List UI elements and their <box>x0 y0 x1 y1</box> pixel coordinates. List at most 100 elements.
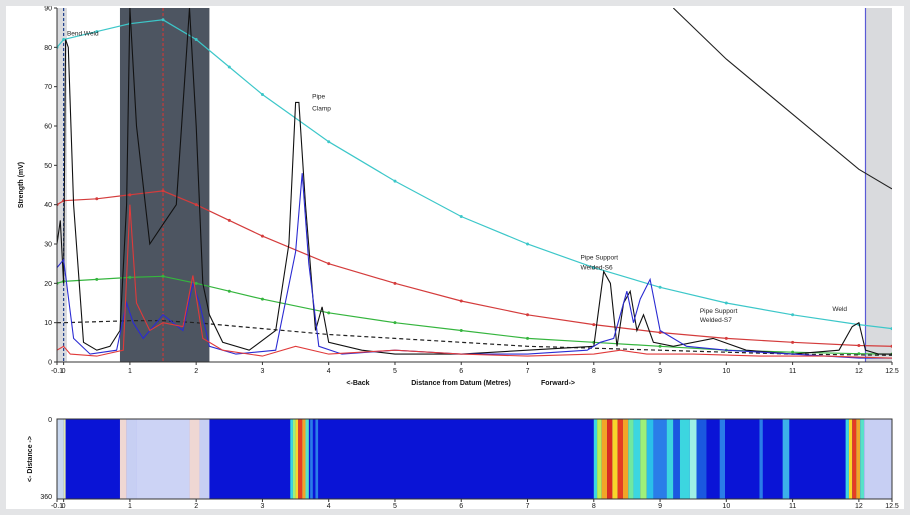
heatmap-band <box>666 419 674 499</box>
heatmap-band <box>315 419 319 499</box>
heatmap-x-tick-label: 11 <box>789 503 796 509</box>
heatmap-band <box>310 419 313 499</box>
heatmap-band <box>617 419 623 499</box>
heatmap-band <box>601 419 608 499</box>
heatmap-band <box>63 419 66 499</box>
heatmap-band <box>305 419 309 499</box>
heatmap-band <box>759 419 763 499</box>
heatmap-band <box>679 419 690 499</box>
heatmap-band <box>189 419 200 499</box>
heatmap-band <box>653 419 667 499</box>
x-tick-label: 0 <box>62 368 66 375</box>
series-line-5 <box>57 8 892 355</box>
series-line-0 <box>57 19 892 330</box>
series-point-1 <box>260 234 264 238</box>
heatmap-band <box>292 419 296 499</box>
series-point-1 <box>658 331 662 334</box>
x-tick-label: 4 <box>327 368 331 375</box>
series-point-1 <box>890 344 892 348</box>
series-point-0 <box>393 179 397 183</box>
heatmap-band <box>719 419 725 499</box>
series-point-2 <box>658 344 662 348</box>
y-tick-label: 60 <box>44 124 52 131</box>
series-point-2 <box>327 311 331 315</box>
heatmap-band <box>782 419 790 499</box>
heatmap-y-axis-title: <- Distance -> <box>27 436 34 482</box>
series-point-2 <box>791 350 795 354</box>
series-point-0 <box>526 242 530 246</box>
x-tick-label: -0.1 <box>51 368 63 375</box>
series-point-2 <box>459 329 463 333</box>
series-point-2 <box>260 297 264 301</box>
heatmap-band <box>628 419 634 499</box>
heatmap-band <box>593 419 598 499</box>
y-tick-label: 20 <box>44 281 52 288</box>
x-tick-label: 12.5 <box>885 368 899 375</box>
series-point-2 <box>128 275 132 279</box>
heatmap-band <box>57 419 64 499</box>
heatmap-x-tick-label: 12 <box>855 503 863 509</box>
y-tick-label: 90 <box>44 6 52 13</box>
heatmap-x-tick-label: 6 <box>459 503 463 509</box>
heatmap-x-tick-label: 3 <box>260 503 264 509</box>
x-axis-forward-label: Forward-> <box>541 380 575 387</box>
heatmap-band <box>856 419 861 499</box>
near-field-zone <box>57 8 67 362</box>
heatmap-band <box>673 419 680 499</box>
x-tick-label: 11 <box>789 368 796 375</box>
y-tick-label: 80 <box>44 45 52 52</box>
x-tick-label: 9 <box>658 368 662 375</box>
heatmap-band <box>136 419 190 499</box>
heatmap-band <box>640 419 647 499</box>
series-point-1 <box>128 193 132 197</box>
heatmap-x-tick-label: 0 <box>62 503 66 509</box>
heatmap-x-tick-label: 1 <box>128 503 132 509</box>
annotation-label: Weld <box>832 306 847 313</box>
heatmap-x-tick-label: 7 <box>526 503 530 509</box>
series-line-3 <box>57 320 892 356</box>
heatmap-band <box>845 419 849 499</box>
y-tick-label: 70 <box>44 84 52 91</box>
series-point-0 <box>327 140 331 144</box>
annotation-label: Welded-S6 <box>581 265 613 272</box>
heatmap-band <box>302 419 306 499</box>
heatmap-band <box>119 419 127 499</box>
series-point-0 <box>724 301 728 305</box>
annotation-label: Bend Weld <box>67 31 99 38</box>
heatmap-x-tick-label: 8 <box>592 503 596 509</box>
series-point-0 <box>62 37 66 41</box>
series-line-6 <box>57 173 892 359</box>
excluded-zone <box>119 8 210 362</box>
series-point-0 <box>161 18 165 22</box>
x-tick-label: 12 <box>855 368 863 375</box>
series-point-1 <box>95 197 99 201</box>
y-tick-label: 40 <box>44 202 52 209</box>
series-point-1 <box>194 203 198 207</box>
heatmap-band <box>597 419 602 499</box>
far-zone <box>865 8 892 362</box>
series-line-1 <box>57 190 892 347</box>
series-point-2 <box>194 281 198 285</box>
series-point-2 <box>95 277 99 281</box>
series-point-1 <box>724 336 728 340</box>
heatmap-band <box>298 419 303 499</box>
series-point-0 <box>459 214 463 218</box>
heatmap-band <box>290 419 293 499</box>
series-group <box>57 8 892 359</box>
series-line-4 <box>672 8 892 190</box>
heatmap-y-tick-label: 0 <box>48 417 52 424</box>
series-point-0 <box>791 313 795 317</box>
chart-frame: 0 10 20 30 40 50 60 70 80 90 -0.1 0 1 2 3 4 5 6 7 8 9 10 11 12 1… <box>6 6 904 509</box>
series-point-1 <box>791 340 795 344</box>
x-tick-label: 5 <box>393 368 397 375</box>
series-point-1 <box>327 262 331 266</box>
annotation-label: Pipe Support <box>581 255 619 262</box>
heatmap-band <box>864 419 892 499</box>
annotation-label: Welded-S7 <box>700 317 732 324</box>
x-tick-label: 10 <box>722 368 730 375</box>
series-point-2 <box>161 274 165 278</box>
x-tick-label: 1 <box>128 368 132 375</box>
annotation-label: Pipe Support <box>700 308 738 315</box>
series-point-2 <box>227 289 231 293</box>
